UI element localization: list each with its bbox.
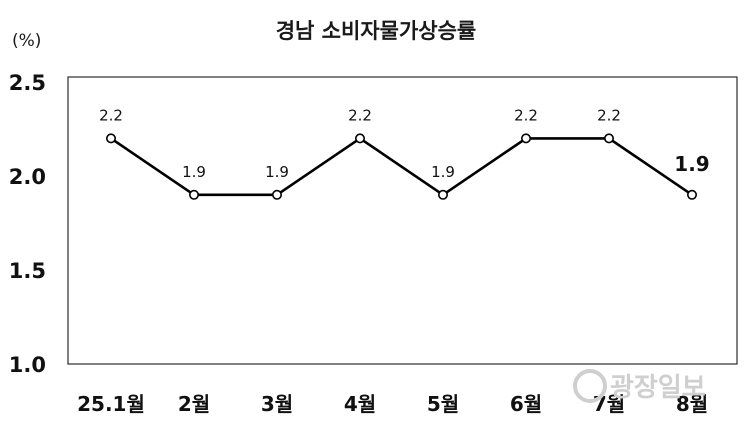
plot-area <box>67 76 738 365</box>
data-label: 2.2 <box>99 106 123 124</box>
x-tick-label: 2월 <box>178 392 210 416</box>
y-axis: 2.5 2.0 1.5 1.0 <box>9 71 46 377</box>
x-tick-label: 25.1월 <box>77 392 145 416</box>
x-axis: 25.1월 2월 3월 4월 5월 6월 7월 8월 <box>77 392 708 416</box>
data-labels: 2.2 1.9 1.9 2.2 1.9 2.2 2.2 1.9 <box>99 106 710 180</box>
data-point <box>106 133 117 144</box>
data-label: 1.9 <box>431 163 455 181</box>
data-label: 2.2 <box>597 106 621 124</box>
data-point <box>271 189 282 200</box>
series-polyline <box>110 137 693 197</box>
data-label: 1.9 <box>265 163 289 181</box>
y-tick-label: 2.5 <box>9 71 46 95</box>
series-line <box>106 133 697 200</box>
data-point <box>520 133 531 144</box>
data-point <box>189 189 200 200</box>
data-point <box>686 189 697 200</box>
data-label: 1.9 <box>182 163 206 181</box>
data-point <box>603 133 614 144</box>
chart-title: 경남 소비자물가상승률 <box>276 19 477 43</box>
data-point <box>354 133 365 144</box>
y-unit-label: (%) <box>12 31 41 51</box>
x-tick-label: 4월 <box>344 392 376 416</box>
watermark-logo-icon <box>573 369 607 403</box>
data-label: 2.2 <box>348 106 372 124</box>
y-tick-label: 1.5 <box>9 259 46 283</box>
data-label: 2.2 <box>514 106 538 124</box>
x-tick-label: 3월 <box>261 392 293 416</box>
watermark: 광장일보 <box>573 369 706 403</box>
y-tick-label: 1.0 <box>9 353 46 377</box>
x-tick-label: 7월 <box>593 392 625 416</box>
x-tick-label: 5월 <box>427 392 459 416</box>
x-tick-label: 6월 <box>510 392 542 416</box>
data-point <box>437 189 448 200</box>
x-tick-label: 8월 <box>676 392 708 416</box>
data-label-highlight: 1.9 <box>674 152 709 176</box>
watermark-text: 광장일보 <box>610 373 706 403</box>
y-tick-label: 2.0 <box>9 165 46 189</box>
